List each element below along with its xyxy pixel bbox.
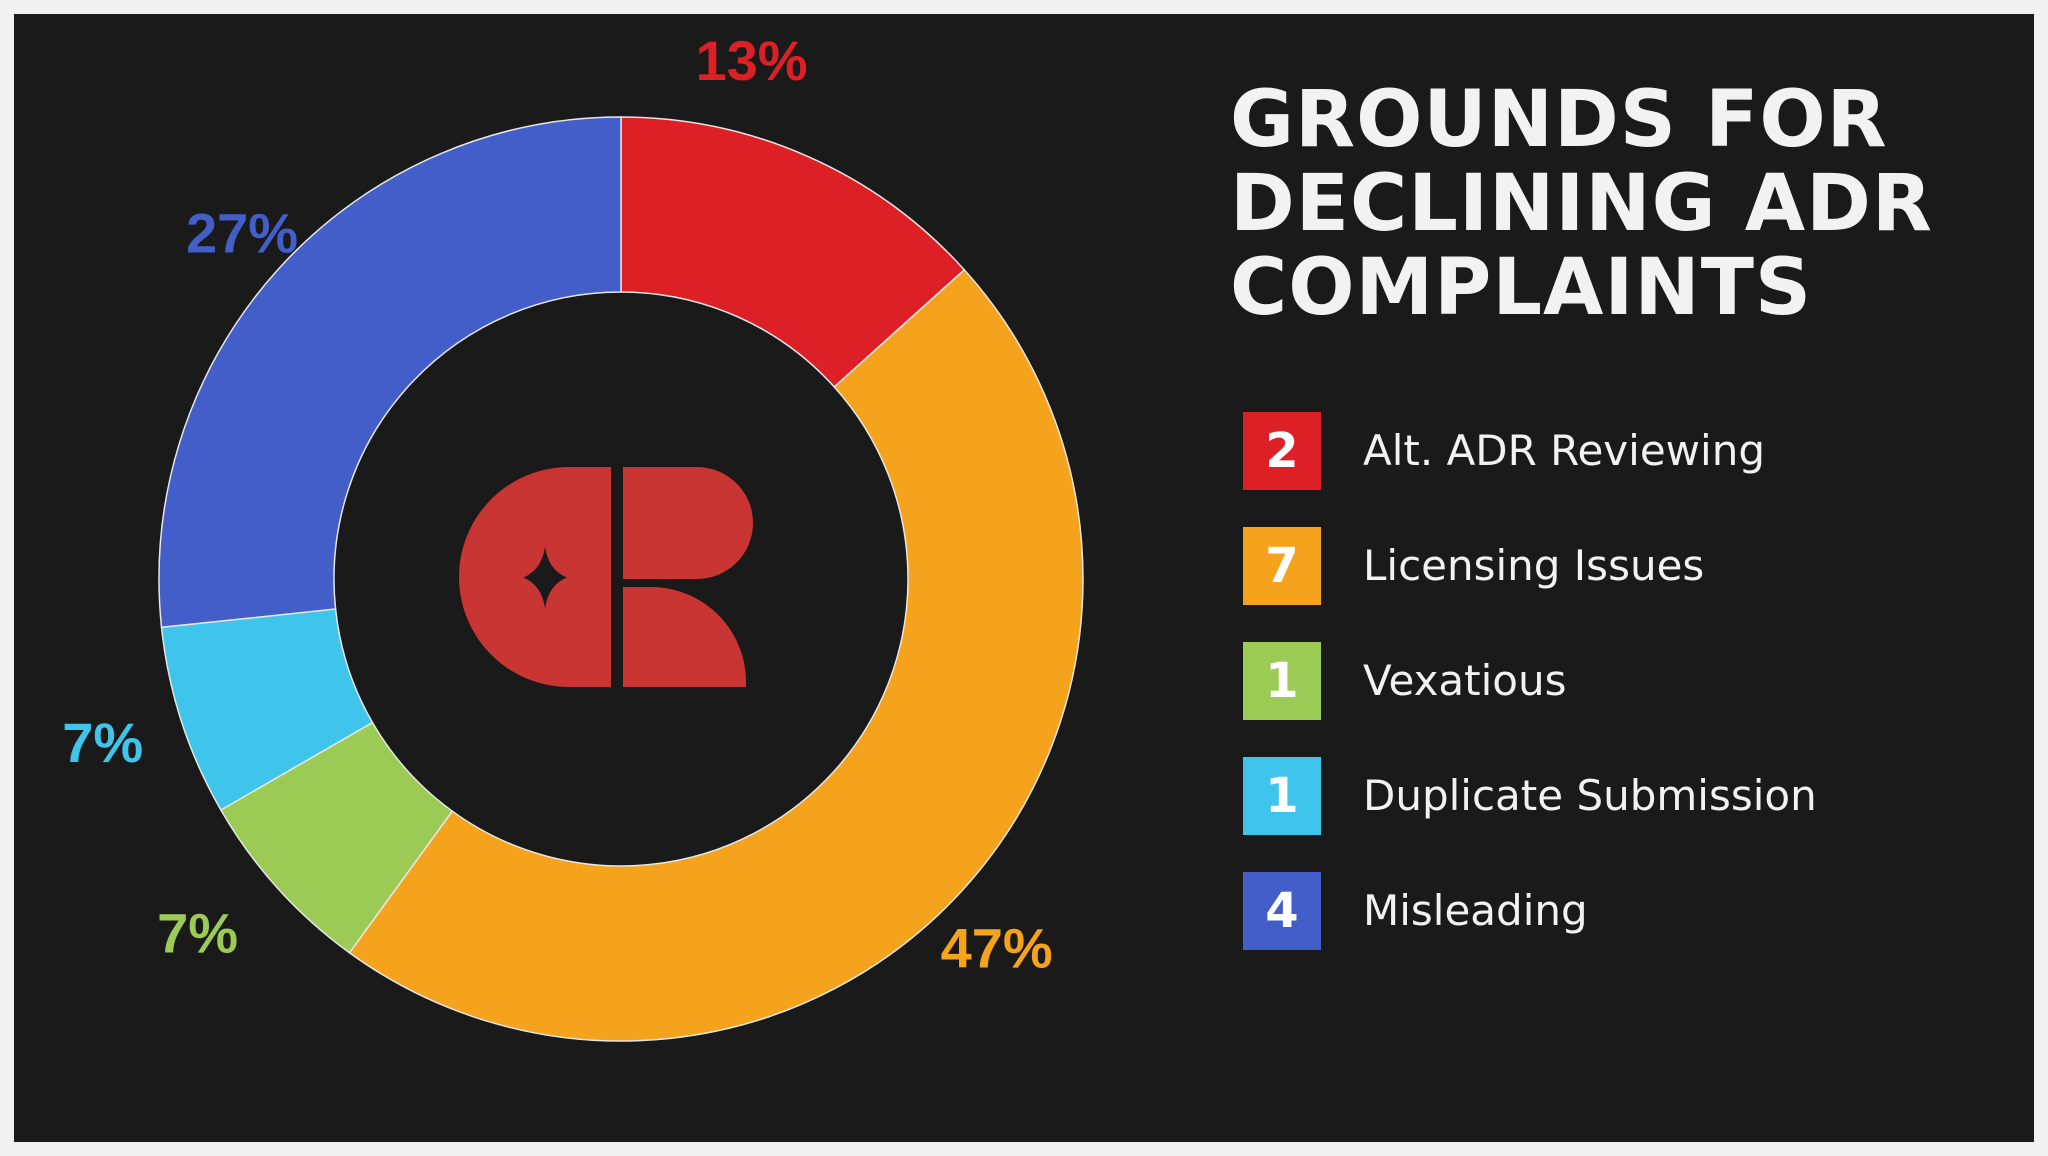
logo-icon [459, 467, 753, 687]
donut-chart: 13% 47% 7% 7% 27% [62, 29, 1084, 1042]
percent-label: 13% [696, 29, 808, 92]
legend-label: Duplicate Submission [1363, 771, 1817, 820]
donut-slice-licensing-issues [348, 268, 1084, 1042]
chart-panel: 13% 47% 7% 7% 27% GROUNDS FOR DECLINING ADR … [14, 14, 2034, 1142]
title-line: GROUNDS FOR [1230, 75, 1888, 165]
percent-label: 47% [941, 917, 1053, 980]
legend-count-badge: 4 [1243, 872, 1321, 950]
percent-labels: 13% 47% 7% 7% 27% [62, 29, 1052, 980]
legend-count-badge: 1 [1243, 642, 1321, 720]
title-line: COMPLAINTS [1230, 243, 1813, 333]
percent-label: 7% [157, 902, 238, 965]
legend-count-badge: 2 [1243, 412, 1321, 490]
title-line: DECLINING ADR [1230, 159, 1933, 249]
legend-count-badge: 1 [1243, 757, 1321, 835]
legend-label: Licensing Issues [1363, 541, 1705, 590]
percent-label: 7% [62, 711, 143, 774]
donut-slice-misleading [158, 116, 622, 629]
chart-title: GROUNDS FOR DECLINING ADR COMPLAINTS [1230, 78, 2010, 330]
legend-count-badge: 7 [1243, 527, 1321, 605]
donut-slices [158, 116, 1084, 1042]
legend-label: Alt. ADR Reviewing [1363, 426, 1765, 475]
percent-label: 27% [186, 202, 298, 265]
legend-label: Misleading [1363, 886, 1588, 935]
legend-label: Vexatious [1363, 656, 1567, 705]
